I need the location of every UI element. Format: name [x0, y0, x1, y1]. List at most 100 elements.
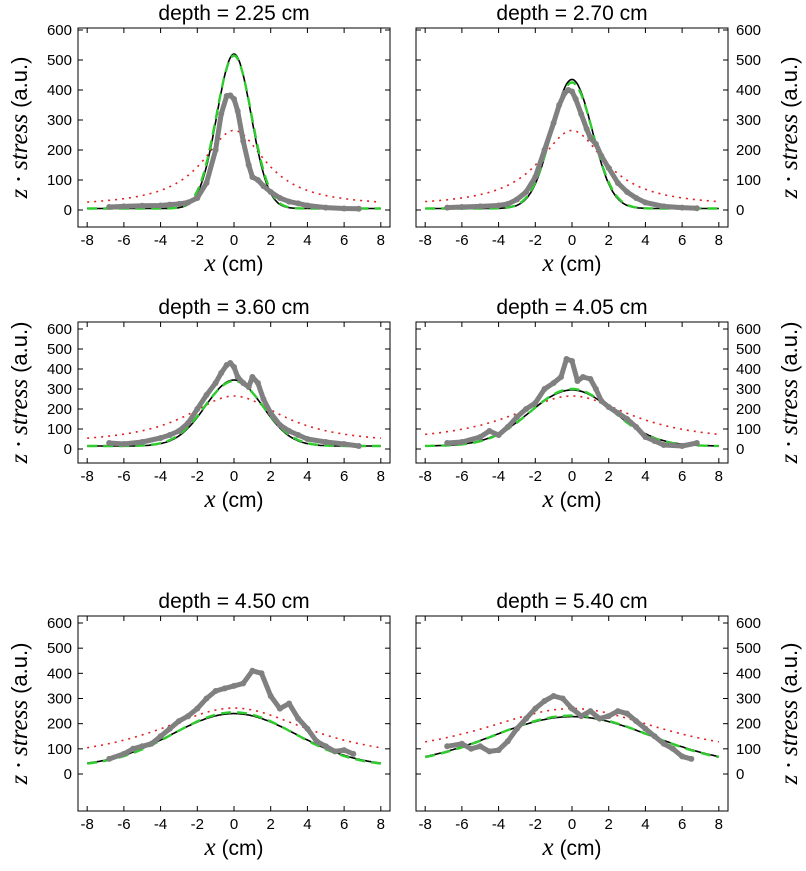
- data-point: [175, 718, 182, 725]
- data-point: [679, 204, 686, 211]
- x-axis-variable: x: [541, 250, 553, 277]
- y-tick-label: 100: [736, 421, 761, 438]
- data-point: [120, 441, 127, 447]
- data-point: [495, 432, 502, 438]
- data-point: [249, 174, 256, 180]
- panel-6: depth = 5.40 cm -8 -6 -4 -2 0 2 4 6 8 0 100 200 300 40…: [415, 590, 803, 861]
- y-tick-label: 400: [47, 665, 72, 682]
- data-point: [355, 205, 362, 212]
- data-point: [139, 439, 146, 445]
- y-axis-label: z · stress (a.u.): [6, 643, 33, 786]
- data-point: [556, 102, 563, 108]
- data-point: [504, 738, 511, 745]
- data-point: [592, 141, 599, 147]
- data-point: [633, 424, 640, 430]
- x-axis-label: x (cm): [541, 486, 601, 513]
- axes-frame: [77, 27, 391, 228]
- data-point: [166, 725, 173, 732]
- x-tick-label: -4: [492, 232, 505, 249]
- y-axis-variable: z · stress: [776, 114, 803, 200]
- x-tick-label: 6: [340, 232, 348, 249]
- x-tick-label: 4: [303, 816, 311, 833]
- x-axis-label: x (cm): [203, 486, 263, 513]
- data-point: [605, 165, 612, 171]
- data-point: [558, 374, 564, 380]
- data-point: [286, 198, 293, 205]
- x-tick-label: -6: [117, 468, 130, 485]
- data-point: [166, 432, 173, 438]
- x-tick-label: -2: [529, 468, 542, 485]
- data-point: [254, 380, 261, 386]
- fit-curve-solid: [87, 379, 381, 447]
- data-point: [574, 378, 581, 384]
- x-axis-unit: (cm): [560, 489, 602, 512]
- y-axis-variable: z · stress: [6, 379, 33, 465]
- data-point: [254, 177, 261, 183]
- data-point: [614, 410, 621, 416]
- data-point: [120, 750, 127, 757]
- x-tick-label: 6: [340, 468, 348, 485]
- data-point: [614, 708, 621, 715]
- y-axis-variable: z · stress: [6, 114, 33, 200]
- y-tick-label: 200: [736, 401, 761, 418]
- data-point: [458, 204, 465, 210]
- plot-area: [424, 693, 720, 762]
- data-point: [231, 364, 237, 370]
- x-axis-unit: (cm): [222, 253, 264, 276]
- data-point: [679, 753, 686, 760]
- x-tick-label: -6: [455, 468, 468, 485]
- axes-frame: [415, 27, 729, 228]
- data-point: [295, 200, 302, 207]
- data-point: [106, 440, 113, 446]
- data-point: [468, 745, 475, 752]
- data-point: [486, 748, 493, 755]
- data-point: [157, 202, 164, 209]
- data-point: [563, 356, 570, 362]
- x-axis-label: x (cm): [203, 250, 263, 277]
- fit-curve-dashed: [424, 714, 720, 759]
- x-tick-label: 0: [568, 816, 576, 833]
- data-point: [532, 174, 539, 180]
- data-point: [583, 126, 590, 132]
- data-point: [185, 420, 192, 426]
- y-tick-label: 500: [47, 52, 72, 69]
- data-point: [633, 718, 640, 725]
- data-point: [245, 162, 252, 168]
- data-point: [267, 189, 274, 195]
- x-tick-label: 8: [377, 232, 385, 249]
- x-tick-label: 4: [641, 468, 649, 485]
- y-tick-label: 500: [47, 640, 72, 657]
- data-point: [633, 195, 640, 201]
- y-axis-unit: (a.u.): [777, 57, 802, 108]
- x-tick-label: 4: [303, 468, 311, 485]
- data-point: [203, 392, 210, 398]
- y-tick-label: 300: [47, 691, 72, 708]
- x-axis-unit: (cm): [560, 253, 602, 276]
- x-tick-label: 0: [568, 232, 576, 249]
- fit-curve-dotted: [425, 129, 719, 203]
- y-tick-label: 0: [64, 441, 72, 458]
- panel-4: depth = 4.05 cm-8 -6 -4 -2 0 2 4 6 8010020030040…: [415, 296, 803, 513]
- y-tick-label: 100: [47, 172, 72, 189]
- y-tick-label: 400: [736, 82, 761, 99]
- data-point: [569, 705, 575, 712]
- data-point: [523, 406, 530, 412]
- x-tick-label: -6: [455, 816, 468, 833]
- data-point: [513, 196, 520, 203]
- x-tick-label: -6: [117, 816, 130, 833]
- y-tick-label: 300: [47, 112, 72, 129]
- data-point: [605, 404, 612, 410]
- data-point: [624, 189, 631, 195]
- y-tick-label: 300: [47, 381, 72, 398]
- x-tick-label: -8: [419, 232, 432, 249]
- y-tick-label: 100: [736, 741, 761, 758]
- data-point: [286, 428, 293, 434]
- y-axis-label: z · stress (a.u.): [776, 322, 803, 465]
- data-point: [249, 374, 256, 380]
- y-tick-label: 200: [736, 142, 761, 159]
- data-point: [624, 416, 631, 422]
- x-tick-label: -2: [191, 232, 204, 249]
- data-point: [458, 740, 465, 747]
- panel-title: depth = 5.40 cm: [496, 590, 647, 613]
